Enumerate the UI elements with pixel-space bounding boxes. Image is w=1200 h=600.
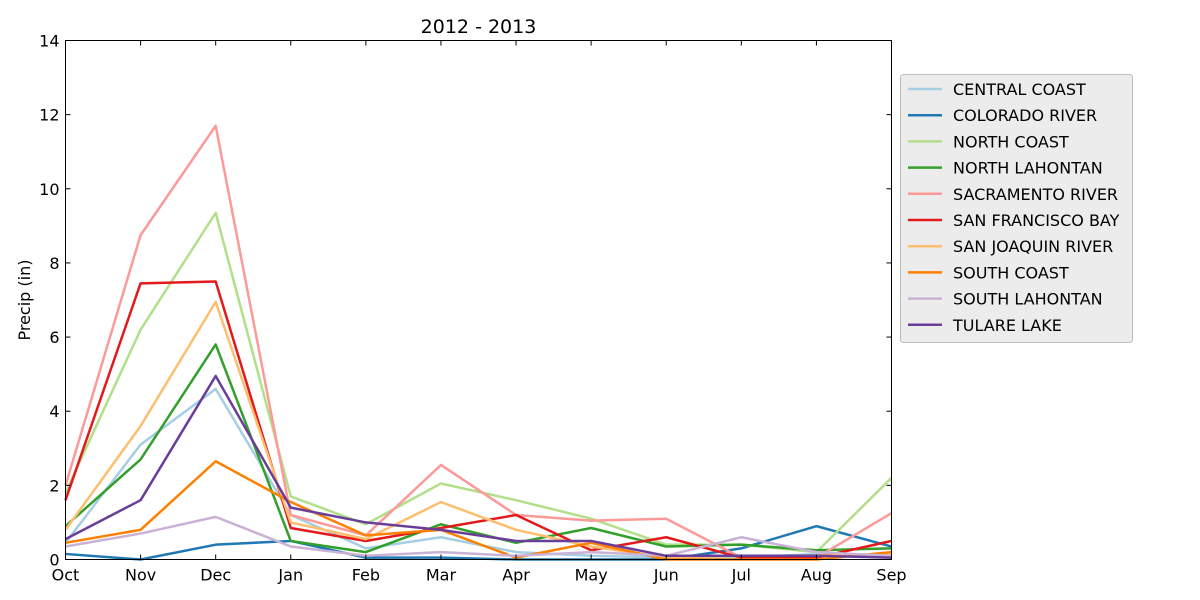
x-tick-label: Dec xyxy=(200,566,231,585)
legend-label: SAN FRANCISCO BAY xyxy=(953,211,1120,230)
series-line-san-francisco-bay xyxy=(64,280,892,559)
y-tick-label: 12 xyxy=(39,106,59,125)
x-tick-label: Nov xyxy=(125,566,156,585)
legend-label: SOUTH COAST xyxy=(953,263,1069,282)
series-line-south-coast xyxy=(65,460,892,561)
axis-layer: 0 2 4 6 8 10 12 14 Oct Nov Dec Jan Feb Mar Apr May Jun Ju… xyxy=(39,32,906,585)
x-tick-label: Oct xyxy=(52,566,80,585)
x-tick-label: Jul xyxy=(731,566,751,585)
x-tick-label: Apr xyxy=(502,566,530,585)
y-tick-label: 2 xyxy=(49,476,59,495)
legend: CENTRAL COAST COLORADO RIVER NORTH COAST NO… xyxy=(900,74,1133,343)
series-line-south-lahontan xyxy=(65,515,892,558)
x-tick-label: Feb xyxy=(352,566,380,585)
legend-label: SOUTH LAHONTAN xyxy=(953,290,1103,309)
legend-box xyxy=(900,74,1133,343)
x-tick-label: Mar xyxy=(426,566,457,585)
plot-frame xyxy=(65,40,892,560)
x-tick-label: Sep xyxy=(876,566,906,585)
y-tick-label: 6 xyxy=(49,328,59,347)
legend-label: CENTRAL COAST xyxy=(953,80,1086,99)
legend-label: TULARE LAKE xyxy=(952,316,1062,335)
legend-label: SAN JOAQUIN RIVER xyxy=(953,237,1113,256)
series-line-tulare-lake xyxy=(64,374,892,559)
series-line-san-joaquin-river xyxy=(64,300,892,559)
y-axis-label: Precip (in) xyxy=(15,260,34,341)
y-tick-label: 10 xyxy=(39,180,59,199)
series-layer xyxy=(64,124,893,561)
y-tick-label: 14 xyxy=(39,32,59,51)
x-tick-label: May xyxy=(575,566,608,585)
legend-label: SACRAMENTO RIVER xyxy=(953,185,1118,204)
y-tick-label: 4 xyxy=(49,402,59,421)
x-tick-label: Jan xyxy=(277,566,303,585)
legend-label: NORTH COAST xyxy=(953,132,1069,151)
series-line-north-lahontan xyxy=(64,343,892,554)
legend-label: COLORADO RIVER xyxy=(953,106,1097,125)
y-tick-label: 8 xyxy=(49,254,59,273)
legend-label: NORTH LAHONTAN xyxy=(953,159,1103,178)
chart-title: 2012 - 2013 xyxy=(421,16,537,38)
x-tick-label: Jun xyxy=(653,566,679,585)
y-tick-label: 0 xyxy=(49,551,59,570)
x-tick-label: Aug xyxy=(801,566,832,585)
